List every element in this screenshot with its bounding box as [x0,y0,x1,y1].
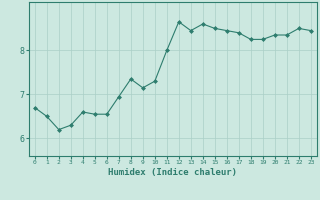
X-axis label: Humidex (Indice chaleur): Humidex (Indice chaleur) [108,168,237,177]
